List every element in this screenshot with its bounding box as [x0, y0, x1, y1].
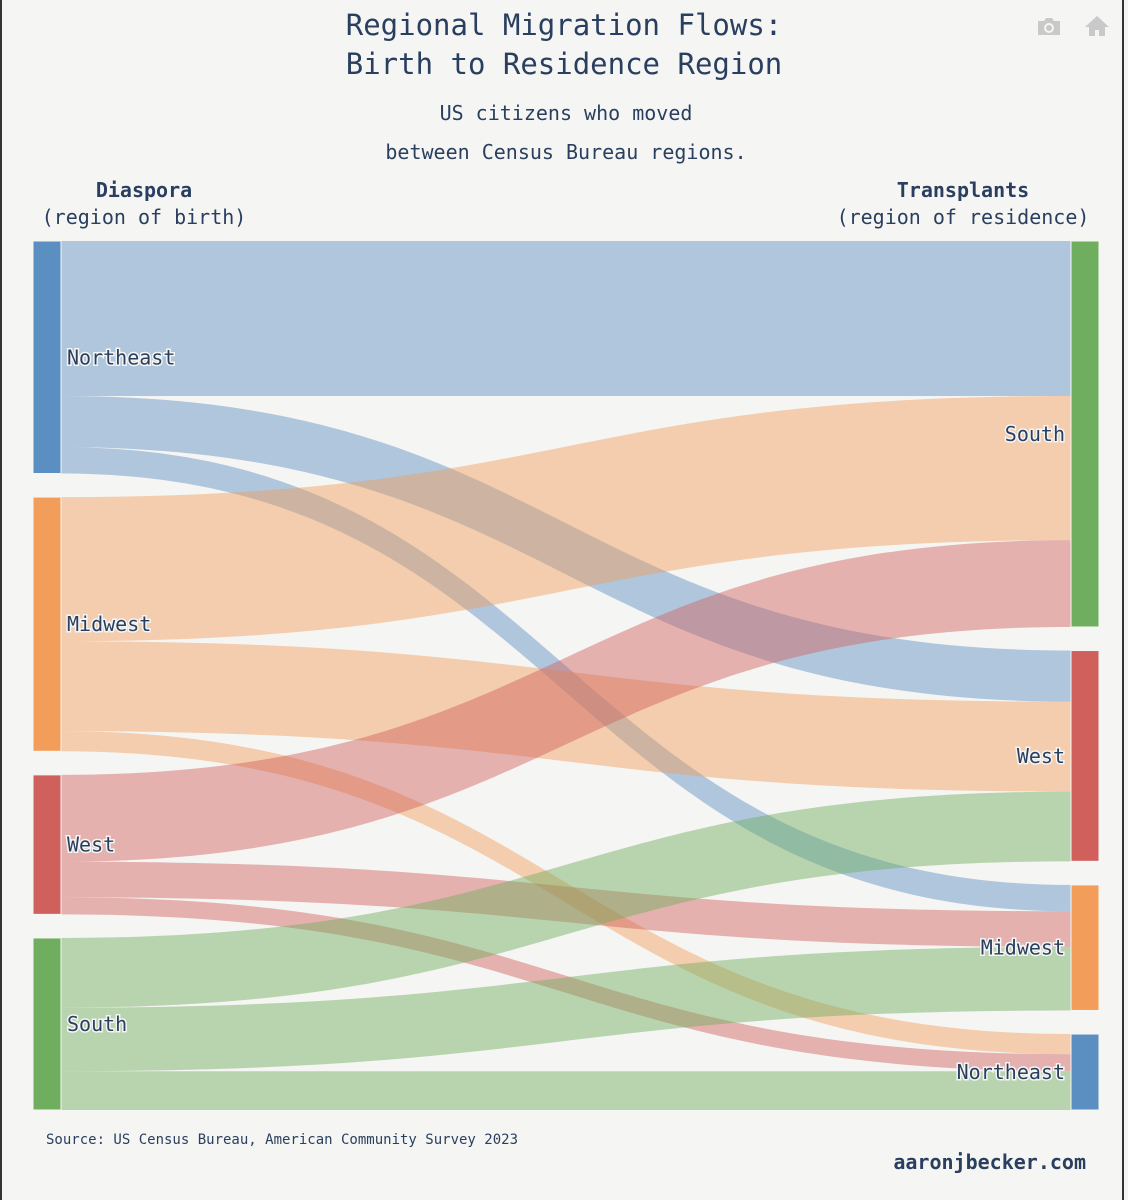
link-west-to-midwest[interactable]	[61, 861, 1071, 947]
link-midwest-to-northeast[interactable]	[61, 731, 1071, 1055]
chart-subtitle: US citizens who moved between Census Bur…	[0, 94, 1128, 172]
source-node-midwest[interactable]	[32, 496, 62, 752]
link-northeast-to-south[interactable]	[61, 241, 1071, 396]
diaspora-title: Diaspora	[95, 178, 193, 202]
target-node-northeast[interactable]	[1070, 1033, 1100, 1111]
source-note: Source: US Census Bureau, American Commu…	[46, 1132, 519, 1148]
camera-icon[interactable]	[1036, 14, 1062, 38]
diaspora-header: Diaspora (region of birth)	[38, 177, 250, 231]
sankey-nodes	[32, 240, 1100, 1111]
target-node-label-south: South	[1005, 422, 1065, 446]
transplants-title: Transplants	[896, 178, 1030, 202]
link-midwest-to-west[interactable]	[61, 641, 1071, 792]
source-node-south[interactable]	[32, 937, 62, 1111]
chart-title-line1: Regional Migration Flows:	[345, 8, 783, 42]
source-node-label-south: South	[67, 1012, 127, 1036]
link-west-to-south[interactable]	[61, 540, 1071, 862]
source-node-label-midwest: Midwest	[67, 612, 151, 636]
link-northeast-to-west[interactable]	[61, 396, 1071, 702]
sankey-links	[61, 241, 1071, 1110]
link-west-to-northeast[interactable]	[61, 897, 1071, 1072]
link-south-to-midwest[interactable]	[61, 946, 1071, 1072]
source-node-northeast[interactable]	[32, 240, 62, 474]
credit-link[interactable]: aaronjbecker.com	[893, 1150, 1086, 1174]
target-node-label-midwest: Midwest	[981, 936, 1065, 960]
target-node-label-west: West	[1017, 744, 1065, 768]
link-south-to-west[interactable]	[61, 791, 1071, 1008]
target-node-midwest[interactable]	[1070, 884, 1100, 1011]
transplants-header: Transplants (region of residence)	[830, 177, 1096, 231]
sankey-labels: Northeast Midwest West South South West Midwes…	[66, 344, 1067, 1086]
chart-subtitle-line1: US citizens who moved	[439, 101, 693, 125]
link-south-to-northeast[interactable]	[61, 1071, 1071, 1110]
target-node-south[interactable]	[1070, 240, 1100, 628]
source-node-label-west: West	[67, 833, 115, 857]
link-northeast-to-midwest[interactable]	[61, 447, 1071, 912]
home-icon[interactable]	[1084, 14, 1110, 38]
transplants-subtitle: (region of residence)	[836, 205, 1090, 229]
chart-subtitle-line2: between Census Bureau regions.	[385, 140, 747, 164]
chart-title-line2: Birth to Residence Region	[345, 47, 783, 81]
target-node-label-northeast: Northeast	[957, 1060, 1065, 1084]
target-node-west[interactable]	[1070, 650, 1100, 862]
source-node-west[interactable]	[32, 774, 62, 915]
chart-title: Regional Migration Flows: Birth to Resid…	[0, 6, 1128, 84]
source-node-label-northeast: Northeast	[67, 345, 175, 369]
diaspora-subtitle: (region of birth)	[41, 205, 247, 229]
link-midwest-to-south[interactable]	[61, 396, 1071, 642]
